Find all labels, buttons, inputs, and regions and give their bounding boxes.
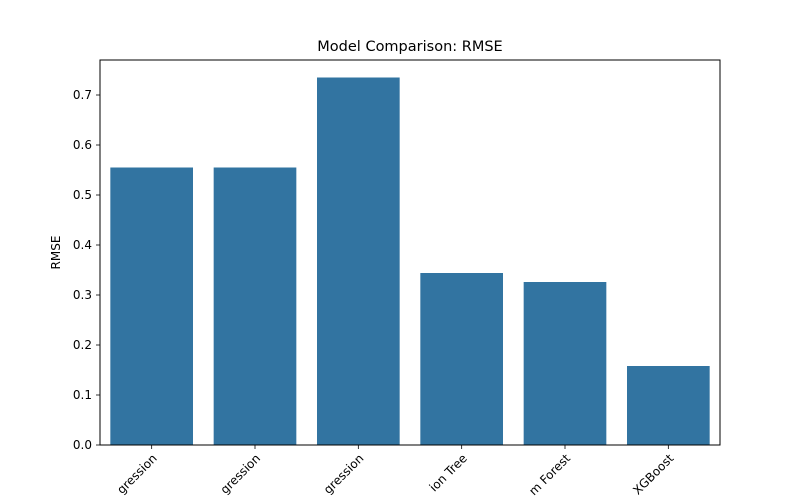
y-axis-label: RMSE: [49, 236, 63, 270]
bar-1: [213, 167, 297, 445]
bar-2: [317, 77, 400, 445]
bar-0: [110, 167, 193, 445]
y-axis-ticks: 0.0 0.1 0.2 0.3 0.4 0.5 0.6 0.7: [73, 88, 100, 452]
x-axis-ticks: gression gression gression ion Tree m Forest…: [114, 445, 677, 498]
x-tick-label-5: XGBoost: [630, 451, 676, 497]
x-tick-label-1: gression: [218, 451, 264, 497]
y-tick-label-0: 0.0: [73, 438, 92, 452]
y-tick-label-3: 0.3: [73, 288, 92, 302]
x-tick-label-2: gression: [321, 451, 367, 497]
bars-group: [110, 77, 710, 445]
bar-3: [420, 273, 503, 445]
y-tick-label-1: 0.1: [73, 388, 92, 402]
x-tick-label-3: ion Tree: [427, 451, 470, 494]
y-tick-label-7: 0.7: [73, 88, 92, 102]
plot-frame: [99, 59, 721, 446]
chart-title: Model Comparison: RMSE: [317, 39, 502, 55]
bar-4: [523, 282, 607, 445]
y-tick-label-5: 0.5: [73, 188, 92, 202]
bar-5: [627, 366, 710, 445]
x-tick-label-4: m Forest: [526, 451, 573, 498]
y-tick-label-6: 0.6: [73, 138, 92, 152]
x-tick-label-0: gression: [114, 451, 160, 497]
y-tick-label-2: 0.2: [73, 338, 92, 352]
y-tick-label-4: 0.4: [73, 238, 92, 252]
